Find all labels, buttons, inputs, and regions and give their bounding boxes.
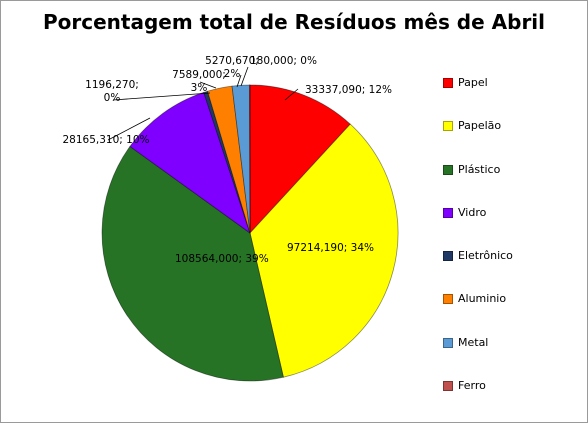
legend-item-metal: Metal — [443, 334, 583, 377]
data-label-ferro: 180,000; 0% — [250, 55, 317, 67]
legend-item-plástico: Plástico — [443, 161, 583, 204]
data-label-plástico: 108564,000; 39% — [175, 253, 269, 265]
legend-label: Plástico — [458, 162, 501, 176]
legend-item-papel: Papel — [443, 74, 583, 117]
legend-swatch — [443, 381, 453, 392]
leader-line — [107, 117, 151, 141]
leader-line — [236, 74, 242, 88]
legend-item-vidro: Vidro — [443, 204, 583, 247]
legend-item-papelão: Papelão — [443, 117, 583, 160]
legend-label: Ferro — [458, 379, 486, 393]
data-label-vidro: 28165,310; 10% — [63, 134, 150, 146]
pie-slice-plástico — [101, 145, 284, 382]
pie-slice-ferro — [249, 84, 251, 234]
pie-slice-metal — [231, 84, 251, 234]
pie-slice-eletrônico — [203, 90, 251, 234]
legend-item-ferro: Ferro — [443, 377, 583, 420]
legend-label: Papelão — [458, 119, 502, 133]
leader-line — [284, 88, 299, 101]
pie-slice-papel — [249, 84, 351, 235]
chart-legend: Papel Papelão Plástico Vidro Eletrônico Alumi… — [443, 74, 583, 420]
legend-label: Aluminio — [458, 292, 507, 306]
legend-swatch — [443, 294, 453, 305]
leader-line — [240, 66, 249, 87]
legend-item-eletrônico: Eletrônico — [443, 247, 583, 290]
legend-label: Vidro — [458, 205, 487, 219]
chart-title: Porcentagem total de Resíduos mês de Abr… — [42, 10, 546, 34]
leader-line — [112, 92, 211, 101]
legend-swatch — [443, 207, 453, 218]
leader-line — [199, 81, 217, 89]
legend-label: Eletrônico — [458, 249, 513, 263]
legend-swatch — [443, 337, 453, 348]
legend-swatch — [443, 121, 453, 132]
legend-label: Metal — [458, 335, 489, 349]
legend-label: Papel — [458, 76, 488, 89]
legend-swatch — [443, 164, 453, 175]
pie-slice-papelão — [249, 123, 399, 378]
legend-swatch — [443, 251, 453, 262]
data-label-eletrônico: 1196,270; 0% — [85, 79, 139, 104]
legend-item-aluminio: Aluminio — [443, 290, 583, 333]
data-label-papel: 33337,090; 12% — [305, 84, 392, 96]
legend-swatch — [443, 78, 453, 88]
data-label-metal: 5270,670; 2% — [205, 55, 259, 80]
pie-slice-aluminio — [207, 85, 251, 234]
data-label-papelão: 97214,190; 34% — [287, 242, 374, 254]
data-label-aluminio: 7589,000; 3% — [172, 69, 226, 94]
